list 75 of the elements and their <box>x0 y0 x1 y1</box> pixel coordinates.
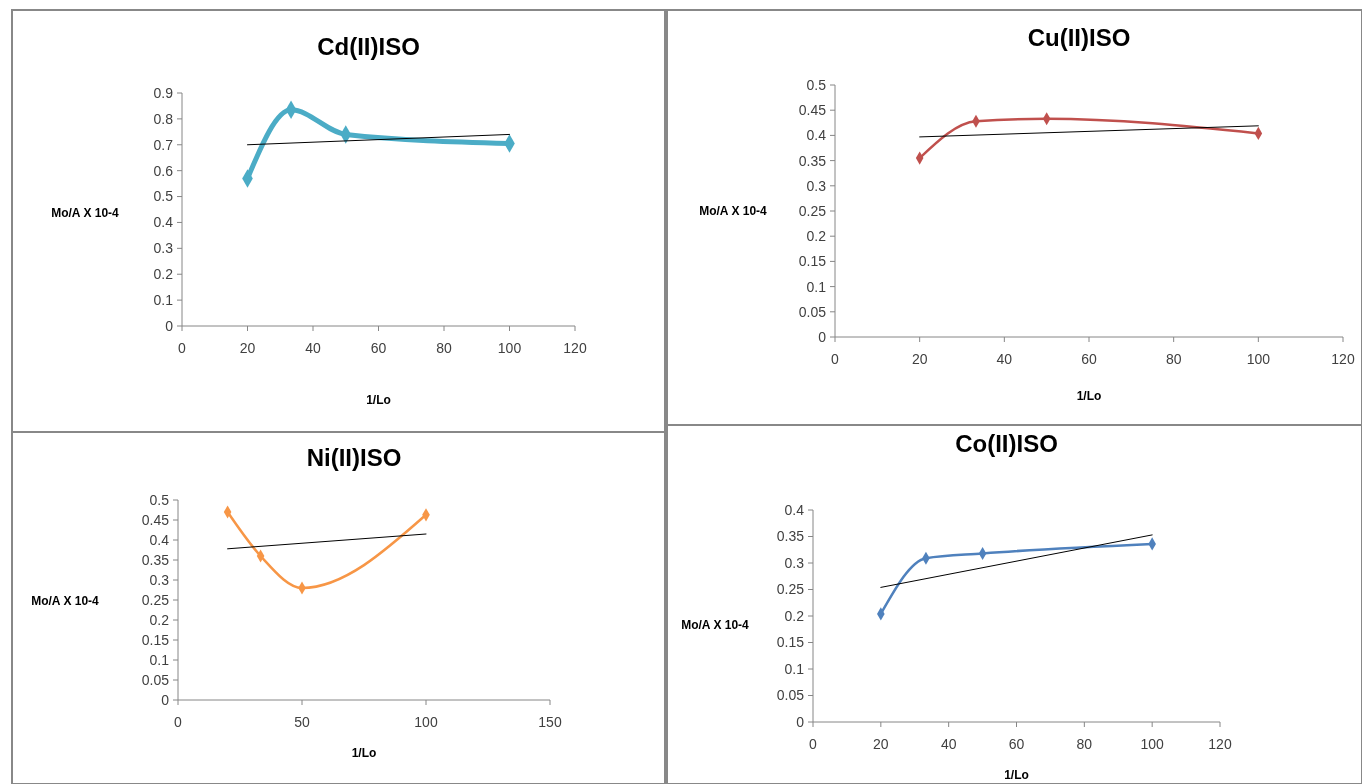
y-tick-label: 0.3 <box>149 571 170 588</box>
x-tick-label: 120 <box>1331 351 1355 367</box>
x-tick-label: 100 <box>414 714 438 730</box>
y-axis-title: Mo/A X 10-4 <box>31 594 100 609</box>
x-tick-label: 60 <box>1008 736 1025 752</box>
x-tick-label: 60 <box>370 340 387 356</box>
x-axis-title: 1/Lo <box>366 393 391 407</box>
y-tick-label: 0.35 <box>776 528 805 545</box>
chart-title: Cd(II)ISO <box>317 33 420 60</box>
y-tick-label: 0 <box>818 328 827 345</box>
y-tick-label: 0.2 <box>149 611 170 628</box>
chart-title: Co(II)ISO <box>955 430 1058 457</box>
chart-title: Cu(II)ISO <box>1027 24 1131 51</box>
x-tick-label: 60 <box>1081 351 1097 367</box>
y-tick-label: 0.25 <box>141 591 170 608</box>
x-tick-label: 20 <box>873 736 889 752</box>
x-axis-title: 1/Lo <box>351 746 377 760</box>
y-tick-label: 0.45 <box>141 511 170 528</box>
y-tick-label: 0.7 <box>153 136 174 153</box>
y-tick-label: 0.3 <box>153 240 174 257</box>
y-axis-title: Mo/A X 10-4 <box>681 618 750 633</box>
x-tick-label: 80 <box>1165 351 1182 367</box>
y-tick-label: 0.1 <box>806 278 827 295</box>
x-tick-label: 150 <box>538 714 562 730</box>
y-tick-label: 0.15 <box>141 631 170 648</box>
y-tick-label: 0.3 <box>784 554 805 571</box>
y-tick-label: 0.1 <box>784 660 805 677</box>
y-tick-label: 0.2 <box>806 228 827 245</box>
y-tick-label: 0.35 <box>798 152 827 169</box>
y-tick-label: 0.2 <box>153 266 174 283</box>
x-tick-label: 120 <box>563 340 587 356</box>
x-tick-label: 40 <box>305 340 321 356</box>
y-tick-label: 0.2 <box>784 607 805 624</box>
y-tick-label: 0.9 <box>153 84 174 101</box>
y-tick-label: 0.15 <box>776 634 805 651</box>
y-tick-label: 0.3 <box>806 177 827 194</box>
x-tick-label: 80 <box>436 340 452 356</box>
x-tick-label: 100 <box>497 340 522 356</box>
y-tick-label: 0.6 <box>153 162 174 179</box>
y-tick-label: 0.5 <box>149 491 170 508</box>
x-tick-label: 40 <box>940 736 957 752</box>
y-axis-title: Mo/A X 10-4 <box>699 204 768 219</box>
y-tick-label: 0.25 <box>798 202 827 219</box>
y-tick-label: 0.4 <box>784 501 805 518</box>
y-tick-label: 0.15 <box>798 253 827 270</box>
x-tick-label: 100 <box>1246 351 1271 367</box>
y-tick-label: 0.1 <box>153 292 174 309</box>
x-tick-label: 0 <box>178 340 187 356</box>
y-tick-label: 0.5 <box>153 188 174 205</box>
y-tick-label: 0 <box>161 691 170 708</box>
y-tick-label: 0.05 <box>798 303 827 320</box>
x-tick-label: 80 <box>1076 736 1093 752</box>
y-tick-label: 0.05 <box>141 671 170 688</box>
y-tick-label: 0.45 <box>798 102 827 119</box>
y-tick-label: 0.25 <box>776 581 805 598</box>
y-tick-label: 0.35 <box>141 551 170 568</box>
x-tick-label: 50 <box>294 714 310 730</box>
x-tick-label: 40 <box>996 351 1013 367</box>
chart-title: Ni(II)ISO <box>306 444 402 471</box>
y-tick-label: 0.5 <box>806 76 827 93</box>
x-tick-label: 20 <box>911 351 928 367</box>
x-axis-title: 1/Lo <box>1076 389 1102 403</box>
y-tick-label: 0.4 <box>153 214 174 231</box>
y-tick-label: 0.8 <box>153 110 174 127</box>
y-tick-label: 0.1 <box>149 651 170 668</box>
x-tick-label: 120 <box>1208 736 1232 752</box>
x-tick-label: 20 <box>239 340 256 356</box>
y-tick-label: 0.4 <box>806 127 827 144</box>
y-axis-title: Mo/A X 10-4 <box>51 206 120 221</box>
y-tick-label: 0.4 <box>149 531 170 548</box>
y-tick-label: 0.05 <box>776 687 805 704</box>
x-axis-title: 1/Lo <box>1004 768 1029 782</box>
x-tick-label: 0 <box>831 351 840 367</box>
y-tick-label: 0 <box>165 317 174 334</box>
x-tick-label: 100 <box>1140 736 1165 752</box>
